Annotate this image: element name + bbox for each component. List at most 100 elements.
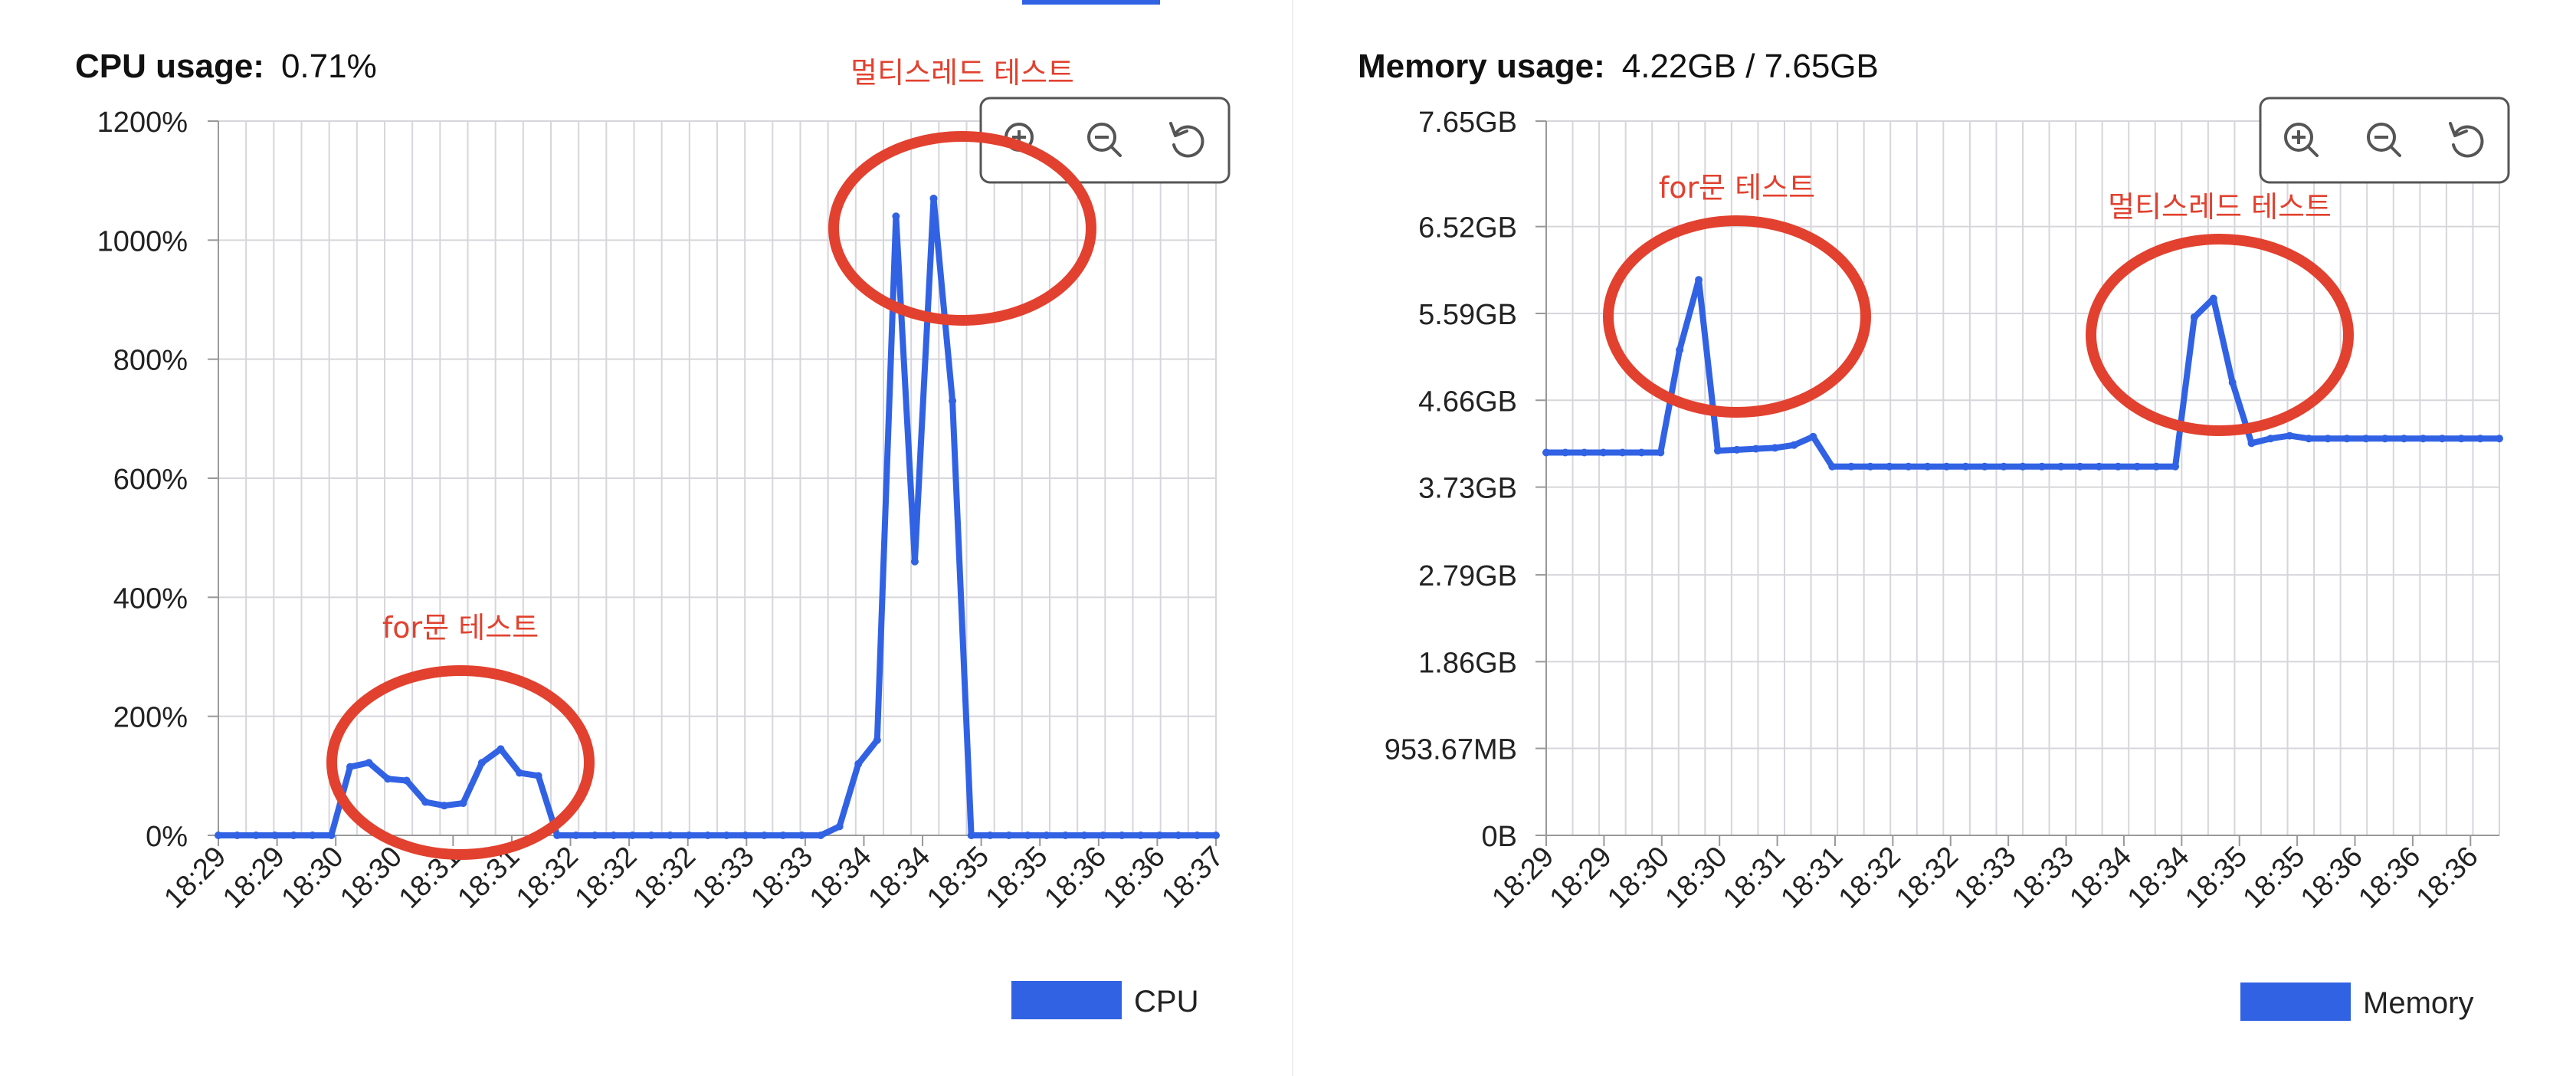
data-point <box>628 832 637 839</box>
data-point <box>2019 462 2027 471</box>
data-point <box>666 832 674 839</box>
x-tick-label: 18:33 <box>1948 841 2023 915</box>
panel-divider <box>1292 0 1293 1076</box>
y-tick-label: 1.86GB <box>1418 647 1517 679</box>
data-point <box>1885 462 1893 471</box>
y-tick-label: 400% <box>113 582 188 615</box>
data-point <box>1174 832 1182 839</box>
data-point <box>685 832 693 839</box>
x-tick-label: 18:31 <box>1717 841 1791 915</box>
data-point <box>1657 448 1665 457</box>
x-tick-label: 18:36 <box>2410 841 2485 915</box>
data-point <box>835 822 844 831</box>
y-tick-label: 1200% <box>97 107 188 139</box>
data-point <box>2114 462 2122 471</box>
data-point <box>1809 432 1817 441</box>
data-point <box>2209 294 2217 303</box>
legend-swatch <box>1011 981 1122 1019</box>
x-tick-label: 18:35 <box>2179 841 2253 915</box>
x-tick-label: 18:34 <box>804 841 878 915</box>
y-tick-label: 200% <box>113 702 188 734</box>
data-point <box>1212 832 1220 839</box>
annotation-ellipse <box>2086 234 2354 436</box>
zoom-out-icon[interactable] <box>1087 123 1116 152</box>
data-point <box>1847 462 1856 471</box>
data-point <box>477 759 486 767</box>
data-point <box>910 557 919 566</box>
annotation-ellipse <box>828 131 1096 326</box>
y-tick-label: 1000% <box>97 225 188 258</box>
cpu-usage-value: 0.71% <box>280 48 377 85</box>
data-point <box>1732 445 1741 454</box>
y-tick-label: 2.79GB <box>1418 560 1517 592</box>
data-point <box>402 776 411 785</box>
y-tick-label: 953.67MB <box>1385 734 1517 766</box>
data-point <box>929 194 938 202</box>
data-point <box>270 832 279 839</box>
data-point <box>873 736 881 744</box>
chart-toolbar <box>2259 97 2510 184</box>
legend-swatch <box>2240 983 2351 1021</box>
data-point <box>215 832 222 839</box>
data-point <box>2361 435 2370 443</box>
data-point <box>1599 448 1608 457</box>
legend-label: Memory <box>2363 986 2473 1020</box>
data-point <box>421 798 430 806</box>
zoom-in-icon[interactable] <box>2284 123 2313 152</box>
data-point <box>2171 462 2180 471</box>
data-point <box>1695 276 1703 284</box>
x-tick-label: 18:29 <box>217 841 291 915</box>
data-point <box>290 832 298 839</box>
x-tick-label: 18:30 <box>276 841 350 915</box>
data-point <box>1136 832 1145 839</box>
data-point <box>440 802 448 810</box>
data-point <box>2457 435 2466 443</box>
data-point <box>2037 462 2046 471</box>
data-point <box>534 772 542 780</box>
reset-icon[interactable] <box>2452 125 2484 158</box>
x-tick-label: 18:35 <box>2237 841 2312 915</box>
data-point <box>949 397 957 405</box>
x-tick-label: 18:32 <box>510 841 585 915</box>
data-point <box>327 832 336 839</box>
data-point <box>1923 462 1932 471</box>
tab-indicator <box>1022 0 1160 5</box>
data-point <box>572 832 580 839</box>
x-tick-label: 18:35 <box>980 841 1054 915</box>
zoom-out-icon[interactable] <box>2367 123 2396 152</box>
x-tick-label: 18:34 <box>2122 841 2196 915</box>
data-point <box>365 759 373 767</box>
annotation-label: 멀티스레드 테스트 <box>2108 190 2332 224</box>
data-point <box>2000 462 2008 471</box>
data-point <box>2286 431 2294 440</box>
data-point <box>1580 448 1588 457</box>
x-tick-label: 18:30 <box>1601 841 1676 915</box>
data-point <box>1713 447 1722 455</box>
data-point <box>346 763 354 771</box>
x-tick-label: 18:30 <box>334 841 408 915</box>
x-tick-label: 18:33 <box>745 841 819 915</box>
y-tick-label: 3.73GB <box>1418 473 1517 505</box>
x-tick-label: 18:36 <box>1097 841 1172 915</box>
data-point <box>1618 448 1627 457</box>
data-point <box>1024 832 1032 839</box>
zoom-out-icon-handle <box>2389 145 2401 157</box>
reset-icon[interactable] <box>1172 125 1204 158</box>
data-point <box>1771 444 1779 452</box>
x-tick-label: 18:36 <box>1038 841 1113 915</box>
data-point <box>854 759 863 768</box>
data-point <box>798 832 806 839</box>
data-point <box>1061 832 1070 839</box>
data-point <box>1676 346 1684 354</box>
x-tick-label: 18:36 <box>2352 841 2427 915</box>
data-point <box>233 832 241 839</box>
data-point <box>2152 462 2161 471</box>
y-tick-label: 5.59GB <box>1418 299 1517 331</box>
x-tick-label: 18:37 <box>1155 841 1230 915</box>
data-point <box>892 212 900 221</box>
zoom-in-icon-handle <box>2306 145 2319 157</box>
data-point <box>553 832 562 839</box>
data-point <box>1942 462 1951 471</box>
data-point <box>384 775 392 783</box>
data-point <box>1099 832 1107 839</box>
